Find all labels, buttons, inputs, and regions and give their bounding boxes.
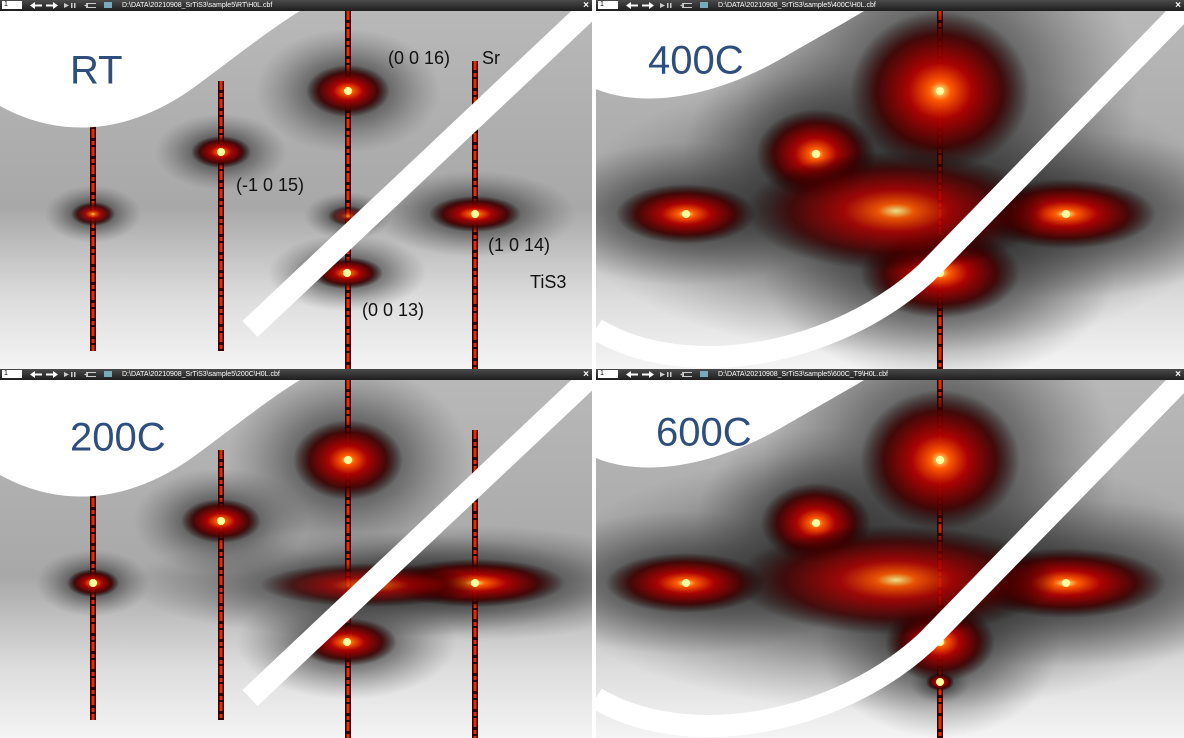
file-path: D:\DATA\20210908_SrTiS3\sample5\400C\H0L… [718, 0, 876, 11]
temperature-label: 200C [70, 416, 166, 460]
peak-center [936, 678, 944, 686]
temperature-label: RT [70, 49, 123, 93]
back-button[interactable] [30, 371, 42, 378]
play-button[interactable] [64, 3, 76, 8]
peak-annotation: (1 0 14) [488, 235, 550, 255]
peak-center [217, 517, 225, 525]
forward-button[interactable] [46, 371, 58, 378]
peak [736, 525, 1056, 635]
toolbar: 1 D:\DATA\20210908_SrTiS3\sample5\RT\H0L.… [0, 0, 592, 11]
back-button[interactable] [626, 371, 638, 378]
peak-annotation: (0 0 13) [362, 300, 424, 320]
step-button[interactable] [680, 3, 692, 8]
file-path: D:\DATA\20210908_SrTiS3\sample5\RT\H0L.c… [122, 0, 272, 11]
close-button[interactable]: × [1175, 0, 1181, 11]
toolbar-icons [28, 369, 118, 380]
back-button[interactable] [626, 2, 638, 9]
toolbar-icons [28, 0, 118, 11]
file-path: D:\DATA\20210908_SrTiS3\sample5\600C_T9\… [718, 369, 888, 380]
peak-annotation: (0 0 16) [388, 48, 450, 68]
play-button[interactable] [64, 372, 76, 377]
monitor-icon [104, 2, 112, 8]
frame-select[interactable]: 1 [2, 370, 22, 378]
image-panel: 1 D:\DATA\20210908_SrTiS3\sample5\400C\H0… [596, 0, 1184, 369]
peak-center [682, 210, 690, 218]
peak-center [89, 579, 97, 587]
forward-button[interactable] [46, 2, 58, 9]
image-panel: 1 D:\DATA\20210908_SrTiS3\sample5\600C_T9… [596, 369, 1184, 738]
peak-annotation: TiS3 [530, 272, 566, 292]
toolbar-icons [624, 369, 714, 380]
figure: {"panels": [ {"toolbar": {"index": "1", … [0, 0, 1184, 738]
peak-center [344, 87, 352, 95]
temperature-label: 600C [656, 411, 752, 455]
toolbar: 1 D:\DATA\20210908_SrTiS3\sample5\600C_T9… [596, 369, 1184, 380]
monitor-icon [104, 371, 112, 377]
step-button[interactable] [680, 372, 692, 377]
frame-select[interactable]: 1 [2, 1, 22, 9]
peak-center [682, 579, 690, 587]
temperature-label: 400C [648, 39, 744, 83]
peak-center [343, 638, 351, 646]
peak-center [1062, 210, 1070, 218]
image-panel: 1 D:\DATA\20210908_SrTiS3\sample5\200C\H0… [0, 369, 592, 738]
peak-center [1062, 579, 1070, 587]
toolbar: 1 D:\DATA\20210908_SrTiS3\sample5\200C\H0… [0, 369, 592, 380]
frame-select[interactable]: 1 [598, 370, 618, 378]
close-button[interactable]: × [583, 0, 589, 11]
file-path: D:\DATA\20210908_SrTiS3\sample5\200C\H0L… [122, 369, 280, 380]
toolbar: 1 D:\DATA\20210908_SrTiS3\sample5\400C\H0… [596, 0, 1184, 11]
close-button[interactable]: × [1175, 369, 1181, 380]
back-button[interactable] [30, 2, 42, 9]
play-button[interactable] [660, 3, 672, 8]
diffraction-image: 600C [596, 380, 1184, 738]
step-button[interactable] [84, 372, 96, 377]
step-button[interactable] [84, 3, 96, 8]
forward-button[interactable] [642, 371, 654, 378]
peak-center [812, 519, 820, 527]
forward-button[interactable] [642, 2, 654, 9]
peak [71, 202, 115, 226]
diffraction-image: 400C [596, 11, 1184, 369]
close-button[interactable]: × [583, 369, 589, 380]
peak-center [936, 87, 944, 95]
peak-center [343, 269, 351, 277]
peak-center [471, 579, 479, 587]
peak-annotation: (-1 0 15) [236, 175, 304, 195]
play-button[interactable] [660, 372, 672, 377]
monitor-icon [700, 371, 708, 377]
image-panel: 1 D:\DATA\20210908_SrTiS3\sample5\RT\H0L.… [0, 0, 592, 369]
peak-center [936, 456, 944, 464]
peak-annotation: Sr [482, 48, 500, 68]
frame-select[interactable]: 1 [598, 1, 618, 9]
diffraction-image: RT (0 0 16) Sr (-1 0 15) (1 0 14) TiS3 (0 0 13… [0, 11, 592, 369]
peak-center [344, 456, 352, 464]
toolbar-icons [624, 0, 714, 11]
diffraction-image: 200C [0, 380, 592, 738]
monitor-icon [700, 2, 708, 8]
peak-center [471, 210, 479, 218]
peak-center [217, 148, 225, 156]
peak-center [812, 150, 820, 158]
